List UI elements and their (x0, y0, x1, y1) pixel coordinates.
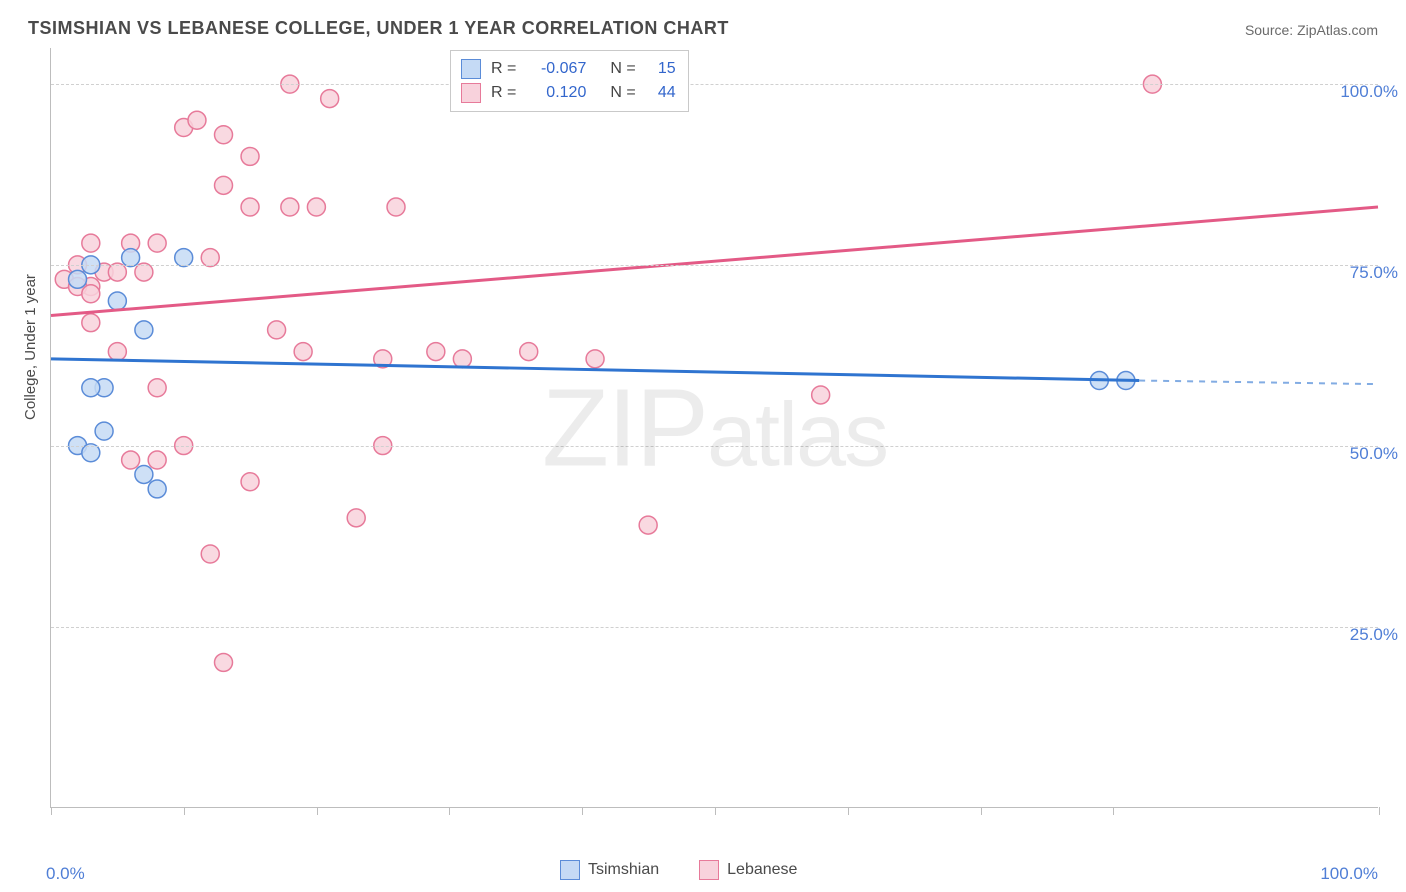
x-tick (449, 807, 450, 815)
x-tick (184, 807, 185, 815)
scatter-point (82, 379, 100, 397)
r-label: R = (491, 57, 516, 81)
r-label: R = (491, 81, 516, 105)
n-value-lebanese: 44 (646, 81, 676, 105)
scatter-point (122, 451, 140, 469)
scatter-point (347, 509, 365, 527)
y-tick-label: 50.0% (1350, 444, 1398, 464)
legend-label-lebanese: Lebanese (727, 861, 797, 879)
trend-line-dashed (1139, 381, 1378, 385)
scatter-point (201, 545, 219, 563)
scatter-point (82, 285, 100, 303)
chart-container: TSIMSHIAN VS LEBANESE COLLEGE, UNDER 1 Y… (0, 0, 1406, 892)
scatter-point (135, 465, 153, 483)
scatter-point (201, 249, 219, 267)
scatter-point (148, 234, 166, 252)
scatter-point (82, 314, 100, 332)
scatter-point (108, 292, 126, 310)
swatch-lebanese-icon (699, 860, 719, 880)
scatter-point (427, 343, 445, 361)
scatter-point (453, 350, 471, 368)
x-tick (848, 807, 849, 815)
scatter-point (268, 321, 286, 339)
scatter-point (241, 473, 259, 491)
y-tick-label: 100.0% (1340, 82, 1398, 102)
scatter-point (82, 234, 100, 252)
y-axis-label: College, Under 1 year (22, 274, 39, 420)
gridline-h (51, 84, 1378, 85)
gridline-h (51, 627, 1378, 628)
scatter-point (520, 343, 538, 361)
x-tick (51, 807, 52, 815)
scatter-point (241, 198, 259, 216)
x-tick (582, 807, 583, 815)
n-label: N = (610, 57, 635, 81)
x-tick-label-max: 100.0% (1320, 864, 1378, 884)
r-value-lebanese: 0.120 (526, 81, 586, 105)
scatter-point (215, 126, 233, 144)
scatter-point (148, 451, 166, 469)
scatter-point (69, 270, 87, 288)
scatter-point (639, 516, 657, 534)
swatch-tsimshian-icon (560, 860, 580, 880)
n-value-tsimshian: 15 (646, 57, 676, 81)
source-label: Source: ZipAtlas.com (1245, 22, 1378, 38)
swatch-tsimshian (461, 59, 481, 79)
scatter-point (148, 379, 166, 397)
x-tick (715, 807, 716, 815)
x-tick (317, 807, 318, 815)
legend-stats-row-tsimshian: R = -0.067 N = 15 (461, 57, 676, 81)
scatter-point (307, 198, 325, 216)
r-value-tsimshian: -0.067 (526, 57, 586, 81)
scatter-point (188, 111, 206, 129)
x-tick-label-min: 0.0% (46, 864, 85, 884)
scatter-point (586, 350, 604, 368)
swatch-lebanese (461, 83, 481, 103)
legend-item-lebanese: Lebanese (699, 860, 797, 880)
plot-svg (51, 48, 1378, 807)
scatter-point (241, 147, 259, 165)
y-tick-label: 25.0% (1350, 625, 1398, 645)
x-tick (1113, 807, 1114, 815)
scatter-point (135, 321, 153, 339)
x-tick (981, 807, 982, 815)
scatter-point (321, 90, 339, 108)
n-label: N = (610, 81, 635, 105)
chart-title: TSIMSHIAN VS LEBANESE COLLEGE, UNDER 1 Y… (28, 18, 729, 39)
y-tick-label: 75.0% (1350, 263, 1398, 283)
legend-label-tsimshian: Tsimshian (588, 861, 659, 879)
scatter-point (215, 653, 233, 671)
scatter-point (175, 249, 193, 267)
scatter-point (95, 422, 113, 440)
scatter-point (281, 198, 299, 216)
legend-series: Tsimshian Lebanese (560, 860, 797, 880)
scatter-point (148, 480, 166, 498)
trend-line (51, 207, 1378, 315)
scatter-point (294, 343, 312, 361)
scatter-point (387, 198, 405, 216)
legend-item-tsimshian: Tsimshian (560, 860, 659, 880)
scatter-point (122, 249, 140, 267)
legend-stats: R = -0.067 N = 15 R = 0.120 N = 44 (450, 50, 689, 112)
plot-area: ZIPatlas (50, 48, 1378, 808)
x-tick (1379, 807, 1380, 815)
scatter-point (812, 386, 830, 404)
gridline-h (51, 265, 1378, 266)
gridline-h (51, 446, 1378, 447)
scatter-point (215, 176, 233, 194)
legend-stats-row-lebanese: R = 0.120 N = 44 (461, 81, 676, 105)
scatter-point (108, 343, 126, 361)
